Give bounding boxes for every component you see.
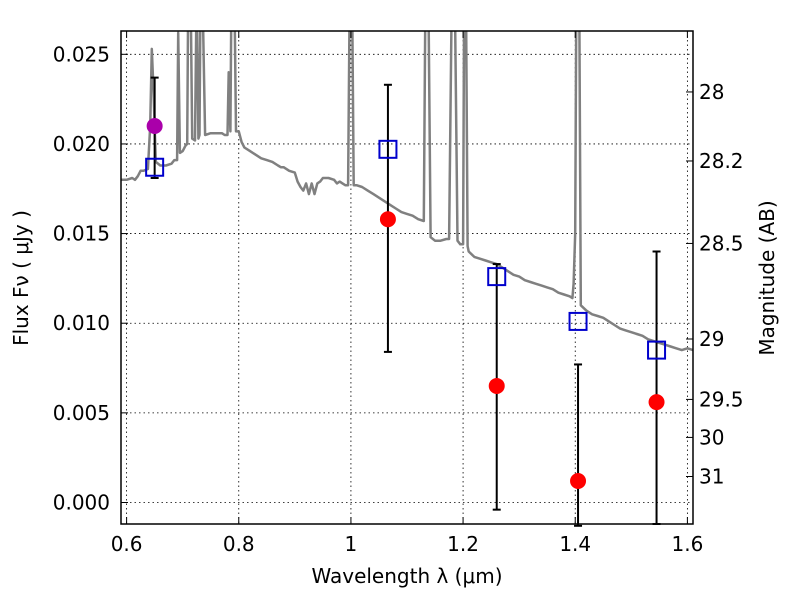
axis-ticks: 0.6 0.8 1 1.2 1.4 1.6 0.000 0.005 0.010 0.015 0.02… xyxy=(53,31,744,556)
y-tick-label: 0.010 xyxy=(53,311,110,335)
x-tick-label: 1 xyxy=(345,532,358,556)
y-axis-title: Flux Fν ( μJy ) xyxy=(9,210,33,346)
y-tick-label: 0.015 xyxy=(53,222,110,246)
x-tick-label: 1.4 xyxy=(559,532,591,556)
plot-frame xyxy=(120,30,694,525)
y-tick-label: 0.005 xyxy=(53,401,110,425)
y-tick-label: 0.020 xyxy=(53,132,110,156)
observed-point xyxy=(488,377,505,394)
observed-point xyxy=(146,118,163,135)
observed-point xyxy=(570,472,587,489)
observed-point xyxy=(648,394,665,411)
x-tick-label: 0.8 xyxy=(223,532,255,556)
plot-area xyxy=(121,31,693,352)
right-tick-label: 28.2 xyxy=(699,149,744,173)
right-axis-title: Magnitude (AB) xyxy=(755,200,779,355)
observed-point xyxy=(379,211,396,228)
model-square xyxy=(378,139,398,159)
model-square xyxy=(647,340,667,360)
x-axis-title: Wavelength λ (μm) xyxy=(311,564,502,588)
y-tick-label: 0.000 xyxy=(53,490,110,514)
x-tick-label: 0.6 xyxy=(111,532,143,556)
spectrum-line xyxy=(121,31,693,352)
right-tick-label: 30 xyxy=(699,425,724,449)
right-tick-label: 29.5 xyxy=(699,387,744,411)
x-tick-label: 1.6 xyxy=(671,532,703,556)
model-square xyxy=(487,267,507,287)
model-square xyxy=(568,311,588,331)
x-tick-label: 1.2 xyxy=(447,532,479,556)
right-tick-label: 29 xyxy=(699,327,724,351)
right-tick-label: 31 xyxy=(699,464,724,488)
right-tick-label: 28.5 xyxy=(699,231,744,255)
data-points xyxy=(145,76,667,527)
right-tick-label: 28 xyxy=(699,80,724,104)
y-tick-label: 0.025 xyxy=(53,42,110,66)
model-square xyxy=(145,157,165,177)
